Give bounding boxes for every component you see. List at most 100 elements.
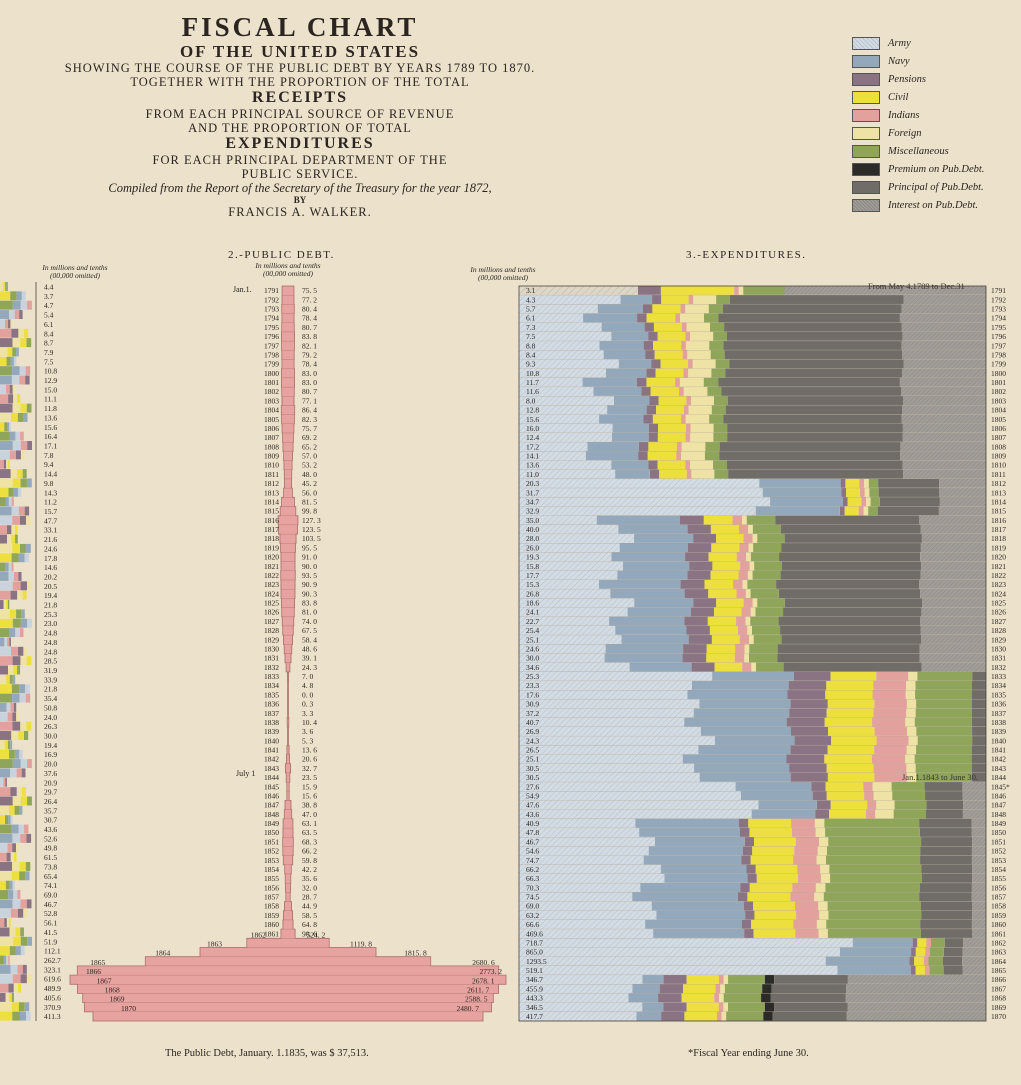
receipt-total-label: 7.5 xyxy=(44,357,54,366)
expenditure-year-label: 1848 xyxy=(991,810,1006,819)
expenditure-segment xyxy=(708,589,737,598)
expenditure-segment xyxy=(914,956,924,966)
expenditure-segment xyxy=(685,331,690,341)
receipt-segment xyxy=(22,469,27,479)
expenditure-segment xyxy=(685,304,709,314)
expenditure-segment xyxy=(635,818,739,828)
expenditure-year-label: 1854 xyxy=(991,865,1006,874)
expenditure-segment xyxy=(519,828,640,837)
expenditure-segment xyxy=(795,837,819,847)
receipt-segment xyxy=(0,637,5,647)
title-line-2: OF THE UNITED STATES xyxy=(179,42,421,62)
expenditure-total-label: 10.8 xyxy=(526,369,539,378)
receipt-segment xyxy=(23,412,28,422)
expenditure-segment xyxy=(519,846,649,856)
expenditure-total-label: 24.1 xyxy=(526,608,539,617)
receipt-segment xyxy=(8,890,14,899)
expenditure-segment xyxy=(972,874,986,883)
receipt-total-label: 11.8 xyxy=(44,404,57,413)
expenditure-segment xyxy=(519,295,621,304)
debt-value-label: 5. 3 xyxy=(302,736,314,745)
receipt-segment xyxy=(7,740,11,750)
expenditure-total-label: 54.9 xyxy=(526,792,539,801)
expenditure-total-label: 37.2 xyxy=(526,709,539,718)
receipt-segment xyxy=(0,880,6,890)
expenditure-segment xyxy=(690,607,714,617)
receipt-segment xyxy=(11,824,19,834)
expenditure-segment xyxy=(720,984,725,994)
expenditures-panel: 3.1 1791 4.3 1792 5.7 1793 6.1 1794 7.3 1795 7.5 17… xyxy=(518,285,1010,1022)
debt-year-label: 1842 xyxy=(264,755,279,764)
receipt-segment xyxy=(9,749,15,759)
expenditure-segment xyxy=(828,910,922,920)
debt-year-label: 1839 xyxy=(264,727,279,736)
receipt-segment xyxy=(12,674,16,684)
receipt-segment xyxy=(0,749,10,759)
expenditure-segment xyxy=(748,543,754,553)
debt-value-label: 83. 0 xyxy=(302,369,317,378)
expenditure-segment xyxy=(755,864,798,874)
expenditure-segment xyxy=(916,727,973,736)
receipt-segment xyxy=(17,394,21,404)
expenditure-segment xyxy=(826,791,865,801)
receipt-segment xyxy=(19,684,26,694)
expenditure-segment xyxy=(750,616,779,626)
expenditure-segment xyxy=(738,625,748,635)
legend-item: Principal of Pub.Debt. xyxy=(852,178,1017,196)
expenditure-segment xyxy=(818,901,828,911)
receipt-segment xyxy=(14,310,20,320)
expenditure-segment xyxy=(777,653,920,663)
expenditure-segment xyxy=(840,478,846,488)
expenditure-segment xyxy=(926,800,964,810)
expenditure-segment xyxy=(739,543,749,553)
receipt-total-label: 8.4 xyxy=(44,329,54,338)
expenditure-segment xyxy=(744,929,754,938)
receipt-segment xyxy=(9,880,13,890)
expenditure-segment xyxy=(652,414,681,424)
receipt-segment xyxy=(20,796,28,806)
receipt-segment xyxy=(23,908,28,918)
expenditure-year-label: 1865 xyxy=(991,966,1006,975)
receipt-total-label: 19.4 xyxy=(44,591,57,600)
expenditure-year-label: 1814 xyxy=(991,498,1006,507)
receipt-segment xyxy=(12,1011,20,1021)
expenditure-segment xyxy=(688,543,712,553)
expenditure-segment xyxy=(651,359,661,369)
receipt-total-label: 19.4 xyxy=(44,741,57,750)
expenditure-year-label: 1793 xyxy=(991,305,1006,314)
receipt-segment xyxy=(12,478,21,488)
expenditure-year-label: 1826 xyxy=(991,608,1006,617)
receipt-segment xyxy=(0,300,13,310)
expenditure-segment xyxy=(827,846,921,856)
expenditure-segment xyxy=(646,405,656,415)
debt-value-label: 2680. 6 xyxy=(472,958,495,967)
expenditure-segment xyxy=(742,580,748,589)
debt-year-label: 1834 xyxy=(264,681,279,690)
receipt-segment xyxy=(16,768,22,778)
expenditure-segment xyxy=(519,855,644,865)
expenditure-segment xyxy=(519,681,692,690)
receipt-total-label: 37.6 xyxy=(44,769,57,778)
receipt-total-label: 16.4 xyxy=(44,432,57,441)
receipt-segment xyxy=(16,843,19,853)
receipt-segment xyxy=(21,291,26,301)
expenditure-segment xyxy=(652,295,662,304)
debt-year-label: 1820 xyxy=(264,553,279,562)
receipt-segment xyxy=(0,768,11,778)
expenditure-total-label: 443.3 xyxy=(526,994,543,1003)
expenditure-segment xyxy=(909,956,915,966)
debt-value-label: 39. 1 xyxy=(302,654,317,663)
expenditure-segment xyxy=(916,745,972,755)
expenditure-segment xyxy=(686,469,692,479)
legend-item: Interest on Pub.Debt. xyxy=(852,196,1017,214)
expenditure-segment xyxy=(632,892,738,902)
receipt-segment xyxy=(0,815,5,825)
receipt-segment xyxy=(7,637,10,647)
expenditure-year-label: 1813 xyxy=(991,488,1006,497)
expenditure-segment xyxy=(675,313,681,323)
expenditure-segment xyxy=(714,396,728,406)
debt-value-label: 83. 8 xyxy=(302,599,317,608)
expenditure-year-label: 1843 xyxy=(991,764,1006,773)
expenditure-total-label: 35.0 xyxy=(526,516,539,525)
receipt-segment xyxy=(0,384,6,394)
